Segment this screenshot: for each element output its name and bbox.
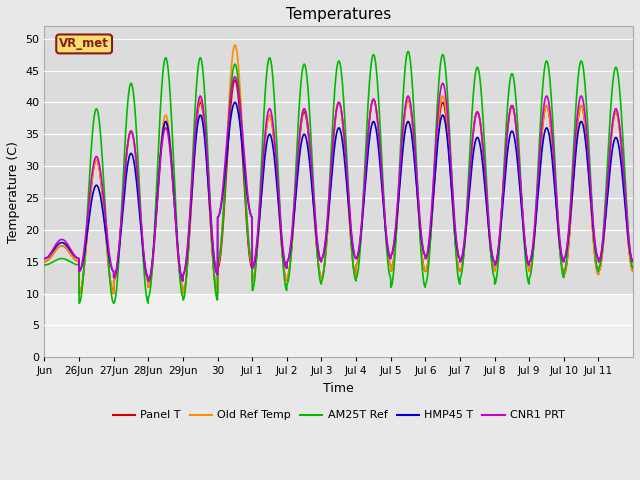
Old Ref Temp [94, 160, 102, 166]
AM25T Ref [134, 164, 142, 170]
HMP45 T [145, 278, 152, 284]
AM25T Ref [396, 156, 404, 162]
CNR1 PRT [163, 128, 171, 134]
Line: Panel T: Panel T [45, 80, 633, 294]
AM25T Ref [461, 232, 469, 238]
Line: HMP45 T: HMP45 T [45, 102, 633, 281]
AM25T Ref [629, 265, 637, 271]
HMP45 T [41, 256, 49, 262]
Panel T [41, 259, 49, 264]
CNR1 PRT [94, 156, 102, 162]
Old Ref Temp [396, 173, 404, 179]
CNR1 PRT [396, 164, 404, 170]
Panel T [76, 291, 83, 297]
Legend: Panel T, Old Ref Temp, AM25T Ref, HMP45 T, CNR1 PRT: Panel T, Old Ref Temp, AM25T Ref, HMP45 … [108, 406, 570, 425]
Old Ref Temp [163, 116, 171, 121]
Old Ref Temp [461, 236, 469, 241]
AM25T Ref [404, 48, 412, 54]
Old Ref Temp [76, 291, 83, 297]
HMP45 T [163, 122, 171, 128]
Old Ref Temp [41, 259, 49, 264]
Panel T [403, 101, 410, 107]
Line: AM25T Ref: AM25T Ref [45, 51, 633, 303]
Bar [45, 294, 633, 358]
Panel T [461, 236, 469, 241]
Old Ref Temp [134, 185, 142, 191]
HMP45 T [94, 184, 102, 190]
Line: CNR1 PRT: CNR1 PRT [45, 77, 633, 281]
X-axis label: Time: Time [323, 382, 354, 395]
CNR1 PRT [629, 259, 637, 264]
Old Ref Temp [629, 268, 637, 274]
Panel T [231, 77, 239, 83]
CNR1 PRT [145, 278, 152, 284]
HMP45 T [231, 99, 239, 105]
Old Ref Temp [231, 42, 239, 48]
HMP45 T [134, 197, 142, 203]
Panel T [163, 122, 171, 128]
AM25T Ref [163, 60, 171, 65]
HMP45 T [403, 122, 410, 128]
AM25T Ref [94, 111, 102, 117]
Panel T [94, 160, 102, 166]
CNR1 PRT [41, 256, 49, 262]
Panel T [134, 185, 142, 191]
HMP45 T [396, 178, 404, 184]
CNR1 PRT [461, 228, 469, 234]
Panel T [629, 268, 637, 274]
Y-axis label: Temperature (C): Temperature (C) [7, 141, 20, 242]
Old Ref Temp [403, 101, 410, 107]
Line: Old Ref Temp: Old Ref Temp [45, 45, 633, 294]
AM25T Ref [41, 262, 49, 268]
AM25T Ref [76, 300, 83, 306]
Title: Temperatures: Temperatures [286, 7, 392, 22]
HMP45 T [461, 233, 469, 239]
CNR1 PRT [231, 74, 239, 80]
AM25T Ref [403, 56, 410, 61]
CNR1 PRT [403, 97, 410, 103]
Text: VR_met: VR_met [60, 37, 109, 50]
Panel T [396, 173, 404, 179]
HMP45 T [629, 259, 637, 264]
CNR1 PRT [134, 182, 142, 188]
